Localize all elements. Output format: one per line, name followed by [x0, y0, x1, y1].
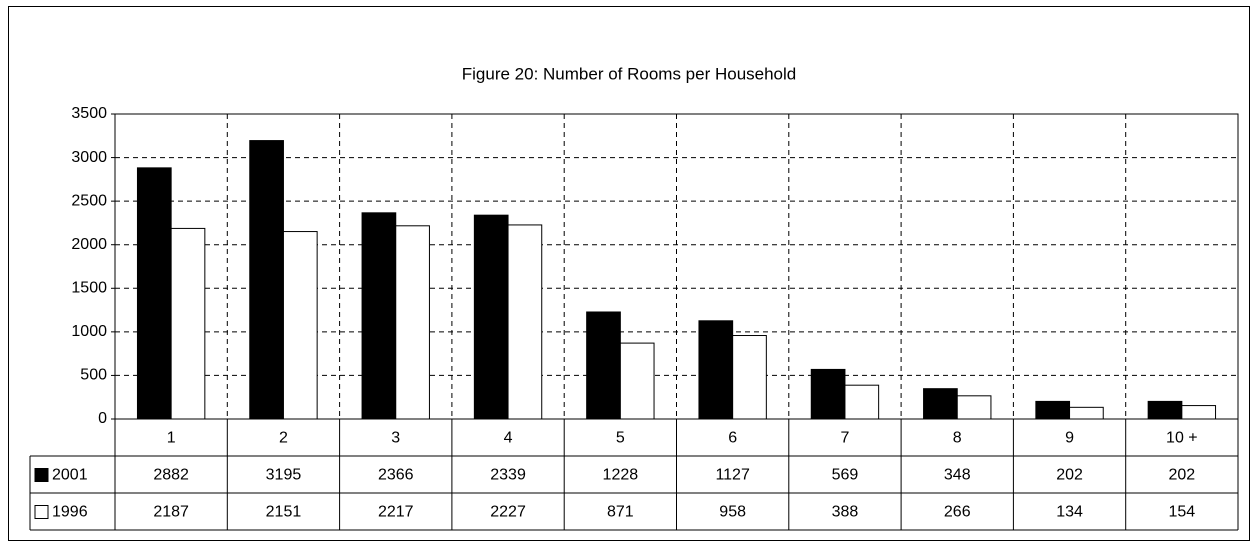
bar — [810, 368, 846, 420]
x-tick-label: 6 — [728, 430, 737, 447]
y-tick-label: 500 — [80, 367, 107, 384]
x-tick-label: 8 — [953, 430, 962, 447]
legend-swatch — [34, 468, 49, 482]
data-label: 3195 — [266, 467, 302, 484]
data-label: 2217 — [378, 504, 414, 521]
data-label: 134 — [1056, 504, 1083, 521]
chart-frame — [8, 6, 1250, 541]
y-tick-label: 3500 — [71, 105, 107, 122]
bar — [249, 140, 284, 420]
data-label: 2366 — [378, 467, 414, 484]
bar — [282, 231, 318, 420]
data-label: 2151 — [266, 504, 302, 521]
data-label: 1228 — [603, 467, 639, 484]
bar — [586, 311, 621, 420]
data-label: 1127 — [715, 467, 750, 484]
x-tick-label: 5 — [616, 430, 625, 447]
legend-label: 1996 — [52, 504, 88, 521]
bar — [698, 320, 734, 420]
bar — [1147, 400, 1183, 420]
data-label: 871 — [607, 504, 634, 521]
bar — [923, 388, 958, 420]
bar — [956, 395, 992, 420]
bar — [507, 224, 543, 420]
bar — [1069, 406, 1104, 420]
bar — [136, 167, 172, 420]
bar — [619, 342, 655, 420]
x-tick-label: 2 — [279, 430, 288, 447]
data-label: 569 — [832, 467, 859, 484]
x-tick-label: 1 — [167, 430, 176, 447]
data-label: 266 — [944, 504, 971, 521]
data-label: 202 — [1168, 467, 1195, 484]
chart-title: Figure 20: Number of Rooms per Household — [462, 64, 797, 83]
data-label: 958 — [719, 504, 746, 521]
data-label: 2227 — [490, 504, 526, 521]
y-tick-label: 3000 — [71, 149, 107, 166]
y-tick-label: 2500 — [71, 192, 107, 209]
bar — [361, 212, 397, 420]
data-label: 388 — [832, 504, 859, 521]
x-tick-label: 3 — [391, 430, 400, 447]
y-tick-label: 0 — [98, 410, 107, 427]
x-tick-label: 7 — [840, 430, 849, 447]
bar — [473, 214, 509, 420]
data-label: 202 — [1056, 467, 1083, 484]
data-label: 154 — [1168, 504, 1195, 521]
legend-label: 2001 — [52, 467, 88, 484]
x-tick-label: 10 + — [1166, 430, 1198, 447]
bar — [170, 227, 206, 420]
bar — [732, 335, 767, 420]
legend-swatch — [34, 505, 49, 519]
y-tick-label: 1000 — [71, 323, 107, 340]
bar — [395, 225, 430, 420]
x-tick-label: 9 — [1065, 430, 1074, 447]
y-tick-label: 1500 — [71, 280, 107, 297]
data-label: 2339 — [490, 467, 526, 484]
bar — [1035, 400, 1071, 420]
data-label: 2882 — [153, 467, 189, 484]
bar — [844, 384, 880, 420]
data-label: 348 — [944, 467, 971, 484]
data-label: 2187 — [153, 504, 189, 521]
x-tick-label: 4 — [504, 430, 513, 447]
y-tick-label: 2000 — [71, 236, 107, 253]
bar — [1181, 405, 1217, 420]
